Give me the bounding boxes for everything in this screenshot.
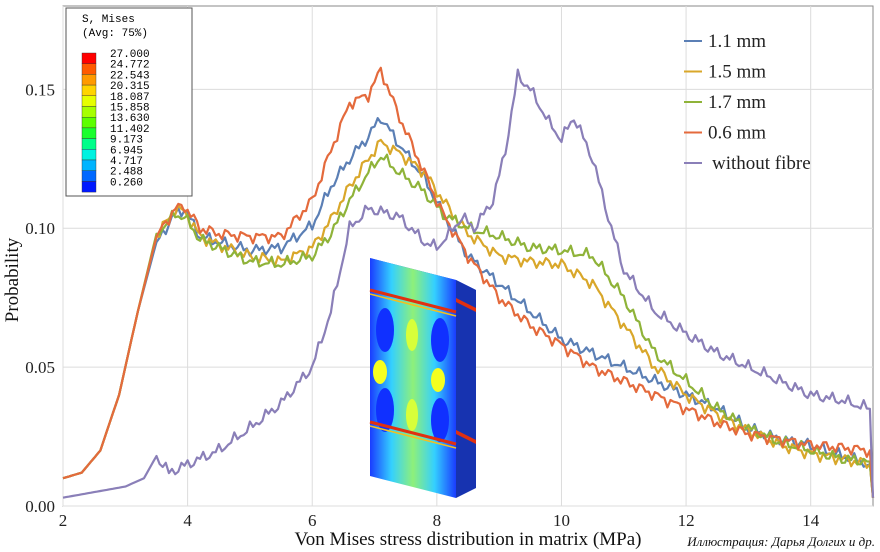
colorbar-label: 2.488	[110, 167, 143, 179]
y-tick-label: 0.15	[25, 80, 55, 99]
x-tick-label: 12	[678, 511, 695, 530]
y-tick-label: 0.10	[25, 219, 55, 238]
colorbar-label: 27.000	[110, 49, 150, 61]
y-axis-label: Probability	[2, 237, 23, 322]
x-tick-label: 8	[433, 511, 442, 530]
legend-label: 0.6 mm	[708, 123, 766, 144]
x-tick-label: 10	[553, 511, 570, 530]
colorbar-label: 13.630	[110, 113, 150, 125]
image-credit: Иллюстрация: Дарья Долгих и др.	[686, 534, 875, 549]
colorbar-swatch	[81, 106, 97, 118]
legend-label: 1.1 mm	[708, 31, 766, 52]
x-tick-label: 14	[802, 511, 820, 530]
colorbar-label: 6.945	[110, 145, 143, 157]
x-tick-labels: 2 4 6 8 10 12 14	[59, 511, 820, 530]
colorbar-swatch	[81, 63, 97, 75]
series-lines	[62, 66, 875, 499]
legend: 1.1 mm 1.5 mm 1.7 mm 0.6 mm without fibre	[684, 31, 811, 174]
colorbar-swatch	[81, 159, 97, 171]
x-tick-label: 2	[59, 511, 68, 530]
colorbar-swatch	[81, 138, 97, 150]
colorbar-swatch	[81, 95, 97, 107]
x-tick-label: 4	[183, 511, 192, 530]
colorbar-swatches	[81, 52, 97, 193]
x-tick-label: 6	[308, 511, 317, 530]
colorbar-swatch	[81, 116, 97, 129]
y-tick-label: 0.00	[25, 497, 55, 516]
colorbar-label: 4.717	[110, 156, 143, 168]
legend-label: 1.7 mm	[708, 92, 766, 113]
series-line-1.7-mm	[62, 153, 875, 498]
colorbar-label: 9.173	[110, 135, 143, 147]
x-axis-label: Von Mises stress distribution in matrix …	[295, 529, 642, 550]
legend-label: 1.5 mm	[708, 62, 766, 83]
colorbar-swatch	[81, 74, 97, 86]
colorbar-swatch	[81, 127, 97, 139]
colorbar-swatch	[81, 149, 97, 161]
colorbar-label: 11.402	[110, 124, 150, 136]
series-line-0.6-mm	[62, 66, 875, 498]
colorbar-label: 18.087	[110, 92, 150, 104]
colorbar-swatch	[81, 170, 97, 182]
colorbar-title: S, Mises	[82, 14, 135, 26]
colorbar-swatch	[81, 84, 97, 96]
stress-block-inset	[369, 258, 476, 498]
colorbar-label: 24.772	[110, 60, 150, 72]
colorbar: S, Mises (Avg: 75%) 27.00024.77222.54320…	[65, 7, 193, 197]
series-line-without-fibre	[62, 68, 875, 499]
colorbar-swatch	[81, 52, 97, 64]
colorbar-labels: 27.00024.77222.54320.31518.08715.85813.6…	[110, 49, 150, 189]
colorbar-label: 0.260	[110, 177, 143, 189]
legend-label: without fibre	[712, 153, 811, 174]
colorbar-label: 20.315	[110, 81, 150, 93]
colorbar-swatch	[81, 181, 97, 193]
colorbar-label: 22.543	[110, 70, 150, 82]
colorbar-subtitle: (Avg: 75%)	[82, 28, 148, 40]
colorbar-label: 15.858	[110, 103, 150, 115]
y-tick-label: 0.05	[25, 358, 55, 377]
y-tick-labels: 0.00 0.05 0.10 0.15	[25, 80, 55, 516]
